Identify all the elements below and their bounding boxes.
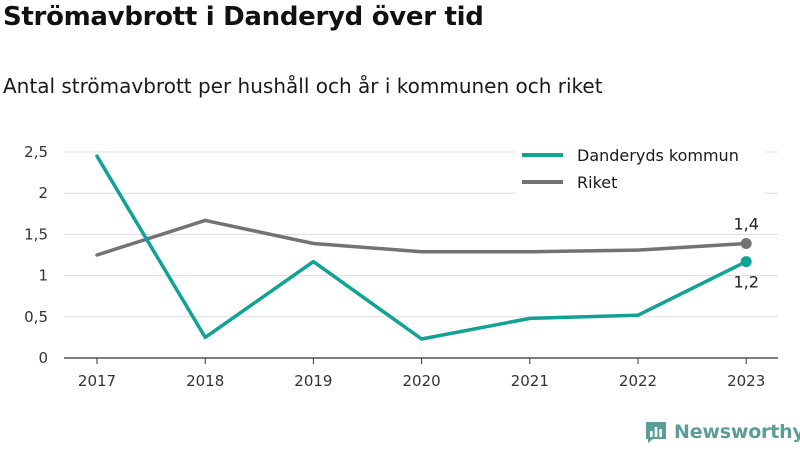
bar-chart-logo-icon xyxy=(646,422,666,443)
end-point-danderyd xyxy=(740,256,752,268)
y-tick-label: 1,5 xyxy=(24,225,48,243)
y-tick-label: 1 xyxy=(38,267,48,285)
y-tick-label: 2,5 xyxy=(24,143,48,161)
legend-background xyxy=(515,136,765,196)
brand-logo: Newsworthy xyxy=(644,420,800,444)
x-tick-label: 2022 xyxy=(619,372,657,390)
x-tick-label: 2019 xyxy=(294,372,332,390)
end-label-danderyd: 1,2 xyxy=(733,273,758,292)
series-line-danderyd xyxy=(95,154,748,341)
legend-label: Danderyds kommun xyxy=(577,146,739,165)
end-point-riket xyxy=(740,237,752,249)
x-tick-label: 2020 xyxy=(403,372,441,390)
x-axis-ticks: 2017 2018 2019 2020 2021 2022 2023 xyxy=(78,358,765,390)
x-tick-label: 2023 xyxy=(727,372,765,390)
data-labels: 1,4 1,2 xyxy=(733,214,758,291)
series-lines xyxy=(95,154,752,341)
end-label-riket: 1,4 xyxy=(733,214,758,233)
x-tick-label: 2018 xyxy=(186,372,224,390)
y-axis-ticks: 0 0,5 1 1,5 2 2,5 xyxy=(24,143,48,367)
line-chart: 0 0,5 1 1,5 2 2,5 2017 2018 2019 2020 2021 2022 202… xyxy=(24,136,778,390)
series-line-riket xyxy=(95,218,748,257)
x-tick-label: 2021 xyxy=(511,372,549,390)
y-tick-label: 0,5 xyxy=(24,308,48,326)
chart-subtitle: Antal strömavbrott per hushåll och år i … xyxy=(3,74,603,98)
brand-name: Newsworthy xyxy=(674,421,800,443)
legend: Danderyds kommun Riket xyxy=(515,136,765,196)
chart-title: Strömavbrott i Danderyd över tid xyxy=(3,2,484,32)
x-tick-label: 2017 xyxy=(78,372,116,390)
y-tick-label: 0 xyxy=(38,349,48,367)
legend-label: Riket xyxy=(577,173,617,192)
y-tick-label: 2 xyxy=(38,184,48,202)
